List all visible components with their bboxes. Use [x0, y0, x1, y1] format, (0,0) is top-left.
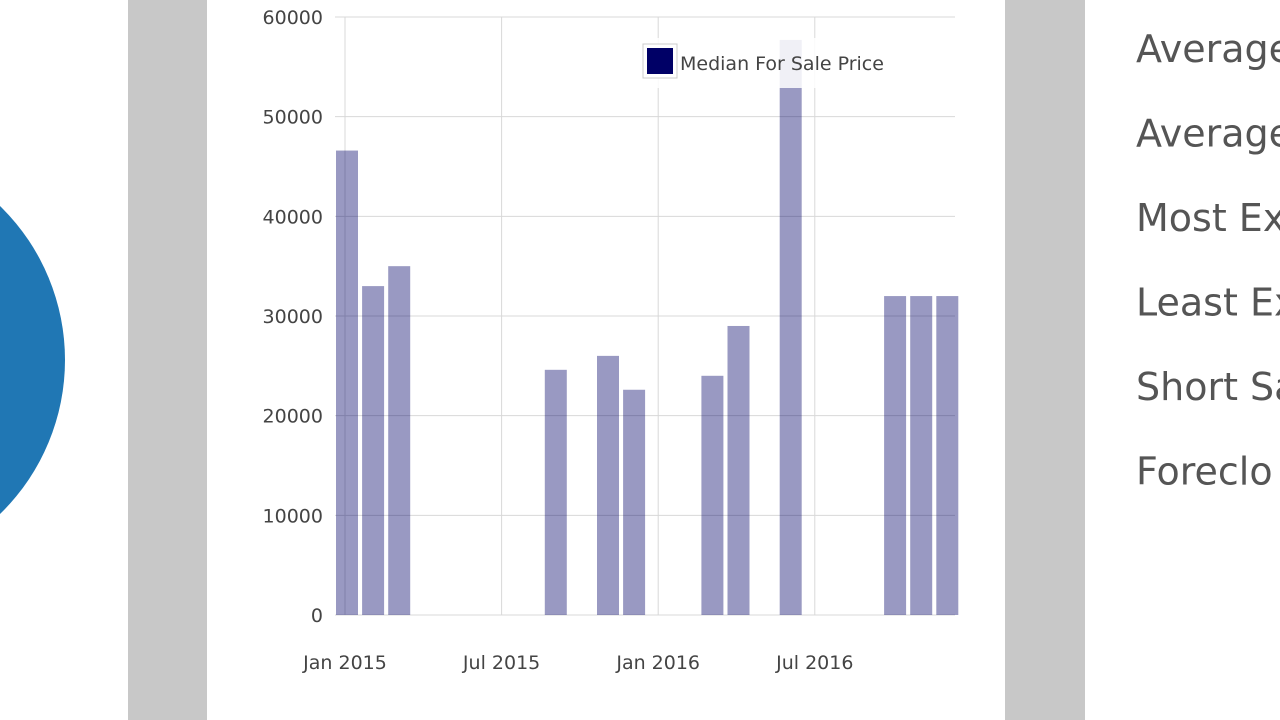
y-tick-label: 50000 — [263, 107, 323, 129]
sidebar: Average Average Most Ex Least Ex Short Sa For… — [1136, 27, 1280, 494]
gutter — [1005, 0, 1085, 720]
legend-swatch — [647, 48, 673, 74]
sidebar-item: Short Sa — [1136, 365, 1280, 409]
bar — [884, 296, 907, 615]
y-tick-label: 10000 — [263, 505, 323, 527]
bar — [362, 286, 385, 615]
y-tick-label: 40000 — [263, 206, 323, 228]
bar — [388, 266, 411, 615]
x-tick-label: Jan 2015 — [302, 652, 387, 674]
sidebar-item: Most Ex — [1136, 196, 1280, 240]
sidebar-item: Least Ex — [1136, 281, 1280, 325]
sidebar-item: Average — [1136, 27, 1280, 71]
bar — [727, 325, 750, 615]
bar — [544, 369, 567, 615]
y-tick-label: 20000 — [263, 406, 323, 428]
x-tick-label: Jul 2016 — [775, 652, 853, 674]
y-tick-label: 30000 — [263, 306, 323, 328]
x-tick-label: Jul 2015 — [462, 652, 540, 674]
sidebar-item: Foreclo — [1136, 450, 1273, 494]
x-tick-label: Jan 2016 — [615, 652, 700, 674]
chart: 0 10000 20000 30000 40000 50000 60000 Jan 2015 J… — [263, 7, 959, 674]
bar — [910, 296, 933, 615]
bar — [623, 389, 646, 615]
bar — [336, 150, 358, 615]
sidebar-item: Average — [1136, 112, 1280, 156]
gutter — [128, 0, 207, 720]
bar — [701, 375, 724, 615]
legend-label: Median For Sale Price — [680, 53, 884, 75]
bar — [779, 39, 802, 615]
y-tick-label: 0 — [311, 605, 323, 627]
pie-fragment — [0, 206, 65, 514]
bar — [936, 296, 959, 615]
legend-box — [640, 38, 950, 88]
y-tick-label: 60000 — [263, 7, 323, 29]
bar — [597, 355, 619, 615]
